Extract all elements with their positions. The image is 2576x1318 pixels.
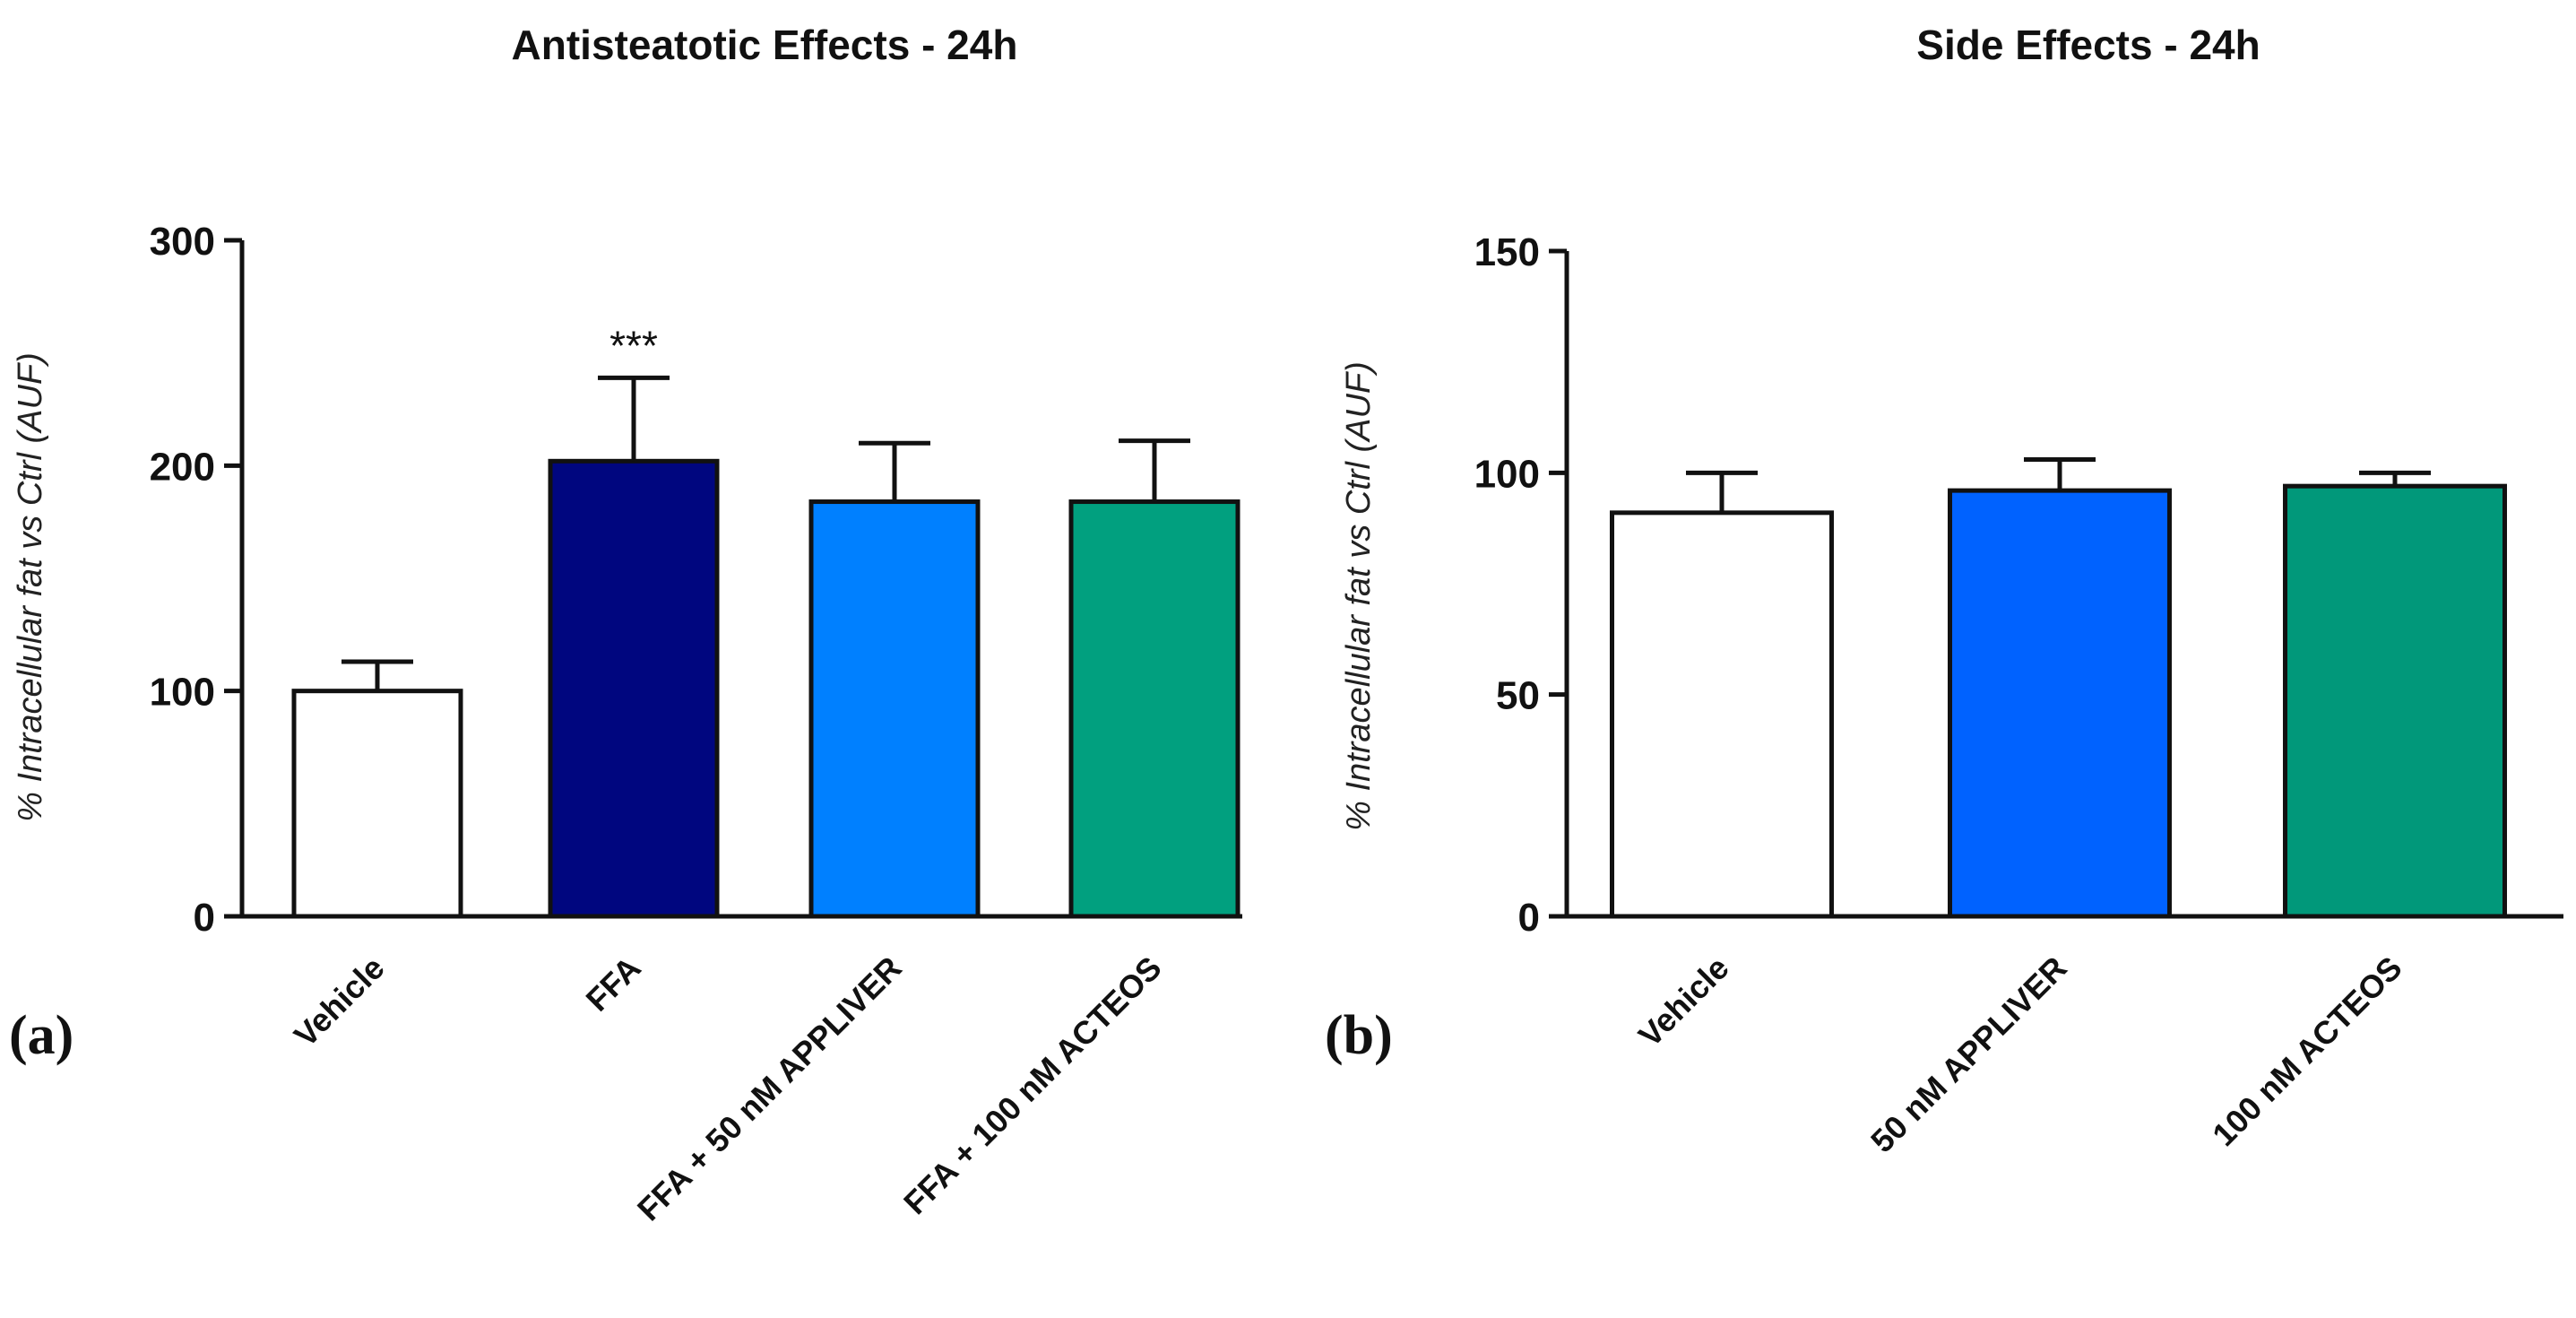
category-label-b-2: 100 nM ACTEOS (2205, 949, 2409, 1154)
chart-a-panel-label: (a) (9, 1005, 73, 1066)
chart-b-panel-label: (b) (1325, 1005, 1393, 1066)
bar-a-3 (1068, 499, 1240, 919)
bar-a-2 (808, 499, 981, 919)
category-label-b-0: Vehicle (1631, 949, 1736, 1054)
y-tick-label-b-2: 100 (1474, 452, 1540, 496)
y-tick-label-a-2: 200 (150, 445, 215, 489)
bar-a-0 (291, 689, 463, 919)
chart-b-y-axis-label: % Intracellular fat vs Ctrl (AUF) (1340, 361, 1378, 831)
chart-a-y-axis-label: % Intracellular fat vs Ctrl (AUF) (12, 352, 49, 822)
bar-a-1 (548, 458, 720, 919)
chart-b-title: Side Effects - 24h (1916, 22, 2260, 68)
chart-a-title: Antisteatotic Effects - 24h (512, 22, 1018, 68)
chart-b: Side Effects - 24h % Intracellular fat v… (1325, 22, 2563, 1159)
category-label-a-2: FFA + 50 nM APPLIVER (630, 949, 909, 1228)
bar-b-0 (1610, 510, 1834, 919)
y-tick-label-b-1: 50 (1496, 674, 1540, 718)
significance-label-a-1: *** (609, 322, 658, 369)
y-tick-label-b-0: 0 (1518, 896, 1540, 940)
y-tick-label-a-0: 0 (194, 896, 215, 940)
category-label-a-1: FFA (579, 949, 648, 1019)
y-tick-label-a-1: 100 (150, 671, 215, 715)
category-label-a-0: Vehicle (287, 949, 392, 1054)
bar-b-1 (1948, 488, 2172, 919)
category-label-a-3: FFA + 100 nM ACTEOS (896, 949, 1169, 1222)
chart-a: Antisteatotic Effects - 24h % Intracellu… (9, 22, 1242, 1227)
y-tick-label-b-3: 150 (1474, 230, 1540, 274)
category-label-b-1: 50 nM APPLIVER (1863, 949, 2074, 1160)
bar-b-2 (2283, 483, 2507, 919)
y-tick-label-a-3: 300 (150, 220, 215, 264)
